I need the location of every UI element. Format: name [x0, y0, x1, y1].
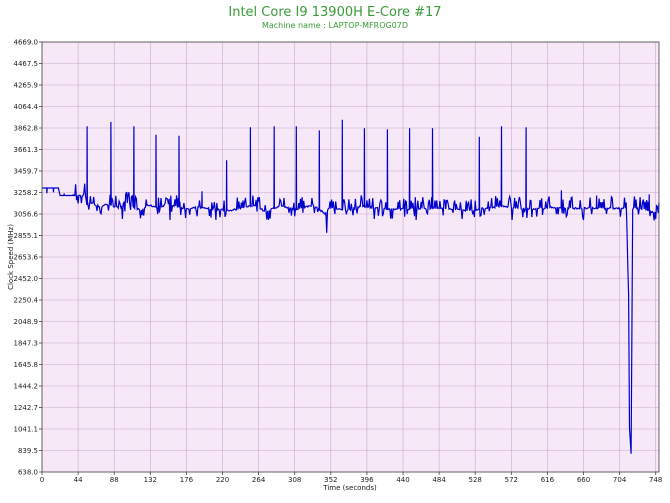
y-tick-label: 3056.6	[14, 211, 39, 219]
y-tick-label: 2250.4	[14, 297, 39, 305]
y-tick-label: 1444.2	[14, 383, 39, 391]
y-tick-label: 3661.3	[14, 146, 39, 154]
x-tick-label: 748	[649, 476, 662, 484]
y-tick-label: 4265.9	[14, 82, 39, 90]
y-tick-label: 4669.0	[14, 39, 39, 47]
y-tick-label: 4467.5	[14, 60, 39, 68]
x-axis-ticks: 0 44 88 132 176 220 264 308 352 396 440 484 528 572 61…	[40, 472, 662, 484]
x-tick-label: 616	[541, 476, 555, 484]
plot-border	[41, 41, 660, 473]
x-tick-label: 176	[180, 476, 194, 484]
y-tick-label: 1242.7	[14, 404, 39, 412]
x-tick-label: 440	[396, 476, 409, 484]
y-tick-label: 638.0	[18, 469, 38, 477]
x-tick-label: 88	[110, 476, 119, 484]
y-tick-label: 839.5	[18, 447, 38, 455]
x-axis-label: Time (seconds)	[322, 484, 377, 492]
y-tick-label: 2653.6	[14, 254, 39, 262]
y-tick-label: 3862.8	[14, 125, 39, 133]
y-axis-label: Clock Speed (MHz)	[7, 224, 15, 290]
y-tick-label: 1645.8	[14, 361, 39, 369]
y-tick-label: 4064.4	[14, 103, 39, 111]
x-tick-label: 44	[74, 476, 83, 484]
x-tick-label: 704	[613, 476, 627, 484]
x-tick-label: 484	[432, 476, 446, 484]
y-tick-label: 1847.3	[14, 340, 39, 348]
x-tick-label: 264	[252, 476, 266, 484]
x-tick-label: 528	[469, 476, 482, 484]
x-tick-label: 132	[144, 476, 157, 484]
y-tick-label: 3459.7	[14, 168, 39, 176]
chart-subtitle: Machine name : LAPTOP-MFROG07D	[261, 21, 409, 30]
y-tick-label: 2452.0	[14, 275, 39, 283]
x-tick-label: 660	[577, 476, 590, 484]
x-tick-label: 220	[216, 476, 229, 484]
x-tick-label: 308	[288, 476, 301, 484]
y-axis-ticks: 4669.0 4467.5 4265.9 4064.4 3862.8 3661.3 3459…	[14, 39, 42, 477]
x-tick-label: 396	[360, 476, 374, 484]
x-tick-label: 352	[324, 476, 337, 484]
x-tick-label: 572	[505, 476, 518, 484]
grid-lines	[41, 41, 659, 473]
x-tick-label: 0	[40, 476, 44, 484]
series-line	[42, 119, 660, 454]
chart-title: Intel Core I9 13900H E-Core #17	[228, 5, 442, 20]
y-tick-label: 1041.1	[14, 426, 39, 434]
y-tick-label: 3258.2	[14, 189, 39, 197]
y-tick-label: 2048.9	[14, 318, 39, 326]
y-tick-label: 2855.1	[14, 232, 39, 240]
